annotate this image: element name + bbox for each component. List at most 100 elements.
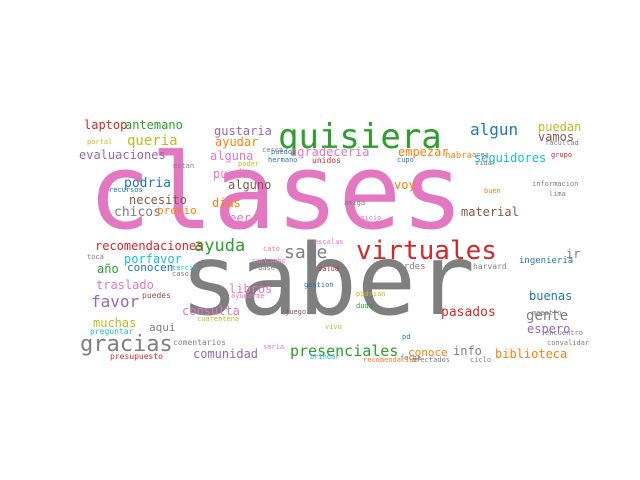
word-escalas: escalas: [314, 238, 344, 246]
word-leer: leer: [222, 211, 251, 225]
word-puedan: puedan: [538, 120, 582, 134]
word-alguno: alguno: [228, 178, 272, 192]
word-area: area: [472, 151, 489, 159]
word-gente: gente: [526, 308, 569, 324]
word-libros: libros: [229, 282, 273, 296]
word-agradeceria: agradeceria: [290, 145, 370, 159]
word-preguntar: preguntar: [90, 327, 134, 336]
word-unidos: unidos: [312, 156, 341, 165]
word-biblioteca: biblioteca: [495, 347, 568, 361]
word-inicio: inicio: [356, 214, 382, 222]
word-empezar: empezar: [398, 145, 449, 159]
word-pd: pd: [402, 333, 411, 341]
word-base: base: [258, 264, 275, 272]
word-comentarios: comentarios: [173, 338, 226, 347]
word-cuarentena: cuarentena: [197, 315, 240, 323]
word-conocen: conocen: [127, 261, 174, 274]
word-laptop: laptop: [84, 118, 128, 132]
word-ayuda: ayuda: [194, 236, 246, 256]
word-habra: habra: [445, 151, 473, 161]
word-estan: estan: [173, 162, 195, 170]
word-cachimbo: cachimbo: [252, 257, 286, 265]
word-comunidad: comunidad: [193, 347, 259, 361]
word-ingenieria: ingenieria: [519, 256, 574, 266]
word-traslado: traslado: [96, 278, 154, 292]
word-chicos: chicos: [114, 205, 161, 220]
word-virtuales: virtuales: [356, 236, 497, 266]
word-recomendaciones: recomendaciones: [95, 239, 204, 253]
word-maestro: maestro: [532, 309, 562, 317]
word-sabe: sabe: [284, 242, 328, 263]
word-encuentro: encuentro: [545, 329, 583, 337]
word-conoce: conoce: [408, 346, 448, 359]
word-lima: lima: [549, 190, 566, 198]
word-puedo: puedo: [271, 148, 293, 156]
word-podrian: podrian: [356, 290, 386, 298]
word-pasados: pasados: [441, 305, 496, 320]
word-consulta: consulta: [182, 304, 240, 318]
word-gestion: gestion: [304, 281, 334, 289]
word-informacion: informacion: [532, 180, 579, 188]
word-presupuesto: presupuesto: [110, 352, 163, 361]
word-convalidar: convalidar: [547, 339, 590, 347]
word-tardes: tardes: [393, 262, 426, 272]
word-voy: voy: [394, 178, 416, 192]
word-vivo: vivo: [325, 323, 342, 331]
word-gracias: gracias: [80, 332, 173, 357]
word-afectados: afectados: [412, 356, 450, 364]
word-ano: año: [97, 262, 119, 276]
word-vamos: vamos: [538, 130, 575, 144]
word-info: info: [453, 344, 482, 358]
word-cato: cato: [263, 245, 280, 253]
word-pueda: pueda: [213, 167, 250, 181]
word-queria: queria: [127, 133, 178, 149]
word-necesito: necesito: [129, 193, 187, 207]
word-ayudarme: ayudarme: [231, 292, 265, 300]
word-presenciales: presenciales: [290, 342, 399, 360]
word-brindar: brindar: [310, 353, 340, 361]
word-caso: caso: [172, 270, 189, 278]
word-ir: ir: [566, 247, 581, 261]
word-saber: saber: [180, 224, 476, 338]
word-buenas: buenas: [529, 289, 573, 303]
word-recursos: recursos: [109, 186, 143, 194]
word-evaluaciones: evaluaciones: [79, 148, 166, 162]
word-ciclo: ciclo: [470, 356, 492, 364]
word-amiga: amiga: [344, 199, 366, 207]
word-cerca: cerca: [262, 146, 284, 154]
word-recomendacion: recomendacion: [363, 356, 418, 364]
word-material: material: [461, 205, 519, 219]
word-seria: seria: [263, 343, 285, 351]
word-alguna: alguna: [210, 149, 254, 163]
word-antemano: antemano: [125, 118, 183, 132]
word-porfavor: porfavor: [124, 252, 182, 266]
word-facultad: facultad: [545, 139, 579, 147]
word-vida: vida: [475, 159, 492, 167]
word-portal: portal: [87, 138, 113, 146]
word-aqui: aqui: [149, 321, 176, 334]
word-puedes: puedes: [142, 291, 171, 300]
word-harvard: harvard: [473, 262, 507, 271]
word-dias: dias: [212, 196, 241, 210]
word-duda: duda: [356, 302, 373, 310]
word-salud: salud: [318, 265, 340, 273]
word-precio: precio: [157, 204, 197, 217]
word-muchas: muchas: [93, 316, 137, 330]
word-toca: toca: [87, 253, 104, 261]
word-espero: espero: [527, 322, 571, 336]
word-tercio: tercio: [172, 264, 198, 272]
word-seguidores: seguidores: [474, 151, 547, 165]
word-favor: favor: [91, 292, 140, 311]
word-grupo: grupo: [551, 151, 573, 159]
word-algun: algun: [470, 120, 519, 139]
word-podria: podria: [124, 176, 171, 191]
word-poder: poder: [238, 160, 260, 168]
word-clases: clases: [88, 131, 464, 253]
word-ayudar: ayudar: [215, 135, 259, 149]
word-juego: juego: [285, 308, 307, 316]
word-quisiera: quisiera: [278, 117, 442, 157]
word-buen: buen: [484, 187, 501, 195]
word-fecha: fecha: [400, 354, 422, 362]
word-gustaria: gustaria: [214, 124, 272, 138]
